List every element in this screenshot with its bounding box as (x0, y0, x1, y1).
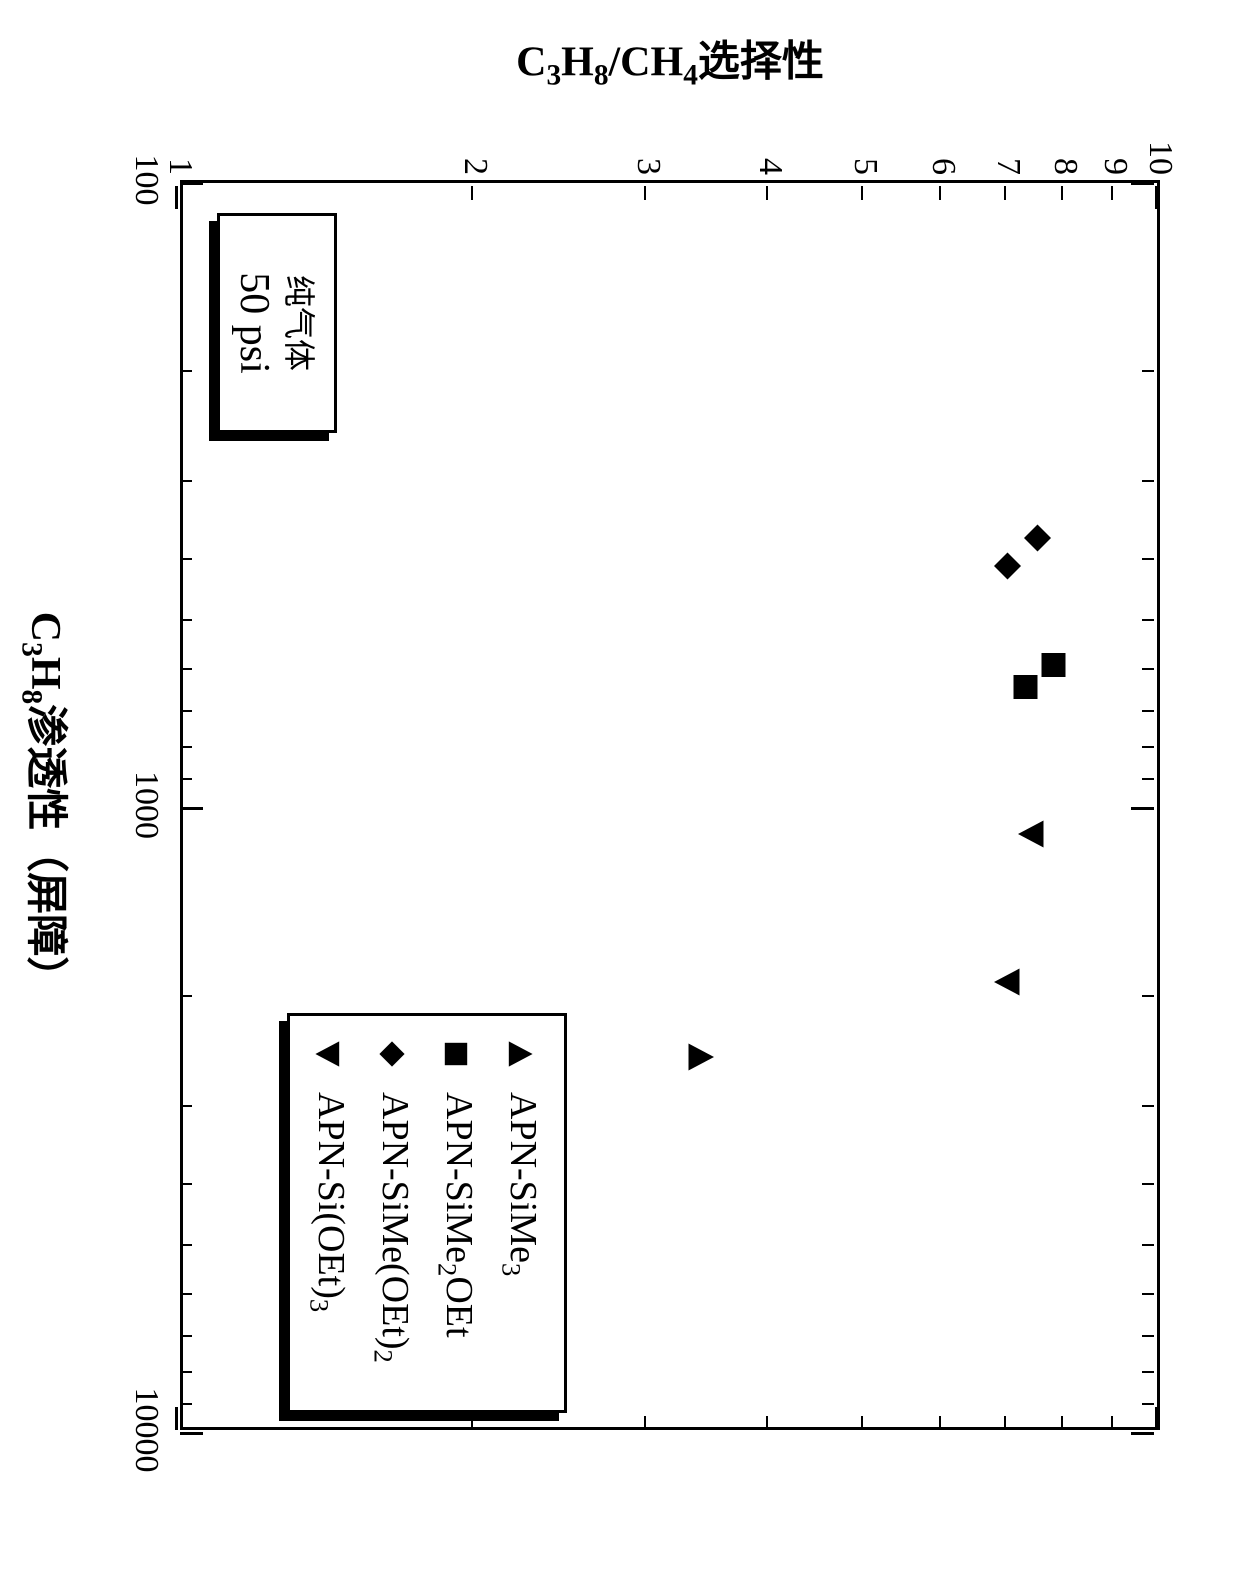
tick (180, 558, 192, 560)
plot-area: 纯气体 50 psi APN-SiMe3APN-SiMe2OEtAPN-SiMe… (180, 180, 1160, 1430)
legend-item: APN-SiMe2OEt (424, 1016, 488, 1410)
tick (1111, 186, 1113, 200)
tick (180, 1335, 192, 1337)
data-point (1017, 523, 1052, 553)
tick (1142, 370, 1154, 372)
x-tick-label: 10000 (127, 1388, 165, 1473)
legend-item: APN-SiMe3 (488, 1016, 552, 1410)
tick (180, 1432, 203, 1435)
tick (644, 1416, 646, 1430)
tick (180, 480, 192, 482)
legend-item: APN-Si(OEt)3 (296, 1016, 360, 1410)
tick (644, 186, 646, 200)
legend-marker-icon (314, 1034, 342, 1074)
data-point (1011, 819, 1046, 849)
tick (1156, 186, 1159, 209)
tick (1061, 1416, 1063, 1430)
tick (1004, 186, 1006, 200)
tick (939, 1416, 941, 1430)
tick (1142, 668, 1154, 670)
tick (180, 995, 192, 997)
y-axis-label: C3H8/CH4选择性 (516, 27, 824, 92)
rotated-canvas: C3H8/CH4选择性 C3H8渗透性（屏障） 100 1000 10000 1 2 3 4… (0, 0, 1240, 1570)
tick (1142, 480, 1154, 482)
tick (1004, 1416, 1006, 1430)
tick (180, 1105, 192, 1107)
x-axis-label: C3H8渗透性（屏障） (15, 612, 80, 998)
tick (1142, 1403, 1154, 1405)
data-point (1006, 672, 1041, 702)
tick (180, 807, 203, 810)
ylabel-suffix: 选择性 (698, 39, 824, 85)
tick (1142, 619, 1154, 621)
tick (180, 619, 192, 621)
tick (180, 1244, 192, 1246)
legend-box: APN-SiMe3 APN-SiMe2OEt APN-SiMe(OEt)2 APN-S… (287, 1013, 567, 1413)
info-line2: 50 psi (230, 216, 278, 430)
tick (176, 186, 179, 209)
tick (1142, 1371, 1154, 1373)
tick (939, 186, 941, 200)
tick (176, 1407, 179, 1430)
y-tick-label: 4 (751, 135, 789, 175)
tick (1142, 995, 1154, 997)
tick (180, 668, 192, 670)
tick (180, 370, 192, 372)
tick (180, 778, 192, 780)
tick (766, 1416, 768, 1430)
info-box: 纯气体 50 psi (217, 213, 337, 433)
tick (861, 186, 863, 200)
tick (180, 1371, 192, 1373)
legend-label: APN-SiMe(OEt)2 (367, 1092, 417, 1363)
legend-marker-icon (378, 1034, 406, 1074)
tick (1142, 1105, 1154, 1107)
tick (1111, 1416, 1113, 1430)
tick (180, 746, 192, 748)
tick (180, 182, 203, 185)
x-tick-label: 1000 (127, 771, 165, 839)
data-point (680, 1042, 715, 1072)
legend-marker-icon (442, 1034, 470, 1074)
data-point (988, 967, 1023, 997)
tick (1061, 186, 1063, 200)
tick (1131, 807, 1154, 810)
tick (1142, 746, 1154, 748)
tick (180, 1293, 192, 1295)
tick (1142, 710, 1154, 712)
tick (180, 1183, 192, 1185)
data-point (988, 551, 1023, 581)
legend-item: APN-SiMe(OEt)2 (360, 1016, 424, 1410)
legend-label: APN-SiMe3 (495, 1092, 545, 1276)
tick (1156, 1407, 1159, 1430)
legend-marker-icon (506, 1034, 534, 1074)
y-tick-label: 7 (989, 135, 1027, 175)
tick (471, 186, 473, 200)
y-tick-label: 8 (1046, 135, 1084, 175)
tick (1142, 1183, 1154, 1185)
info-line1: 纯气体 (278, 216, 324, 430)
x-tick-label: 100 (127, 155, 165, 206)
y-tick-label: 6 (924, 135, 962, 175)
y-tick-label: 3 (629, 135, 667, 175)
chart-area: 纯气体 50 psi APN-SiMe3APN-SiMe2OEtAPN-SiMe… (180, 180, 1160, 1430)
tick (180, 710, 192, 712)
xlabel-suffix: 渗透性（屏障） (22, 704, 68, 998)
tick (766, 186, 768, 200)
y-tick-label: 5 (846, 135, 884, 175)
tick (1131, 182, 1154, 185)
tick (180, 1403, 192, 1405)
y-tick-label: 2 (456, 135, 494, 175)
y-tick-label: 10 (1141, 135, 1179, 175)
legend-label: APN-SiMe2OEt (431, 1092, 481, 1338)
legend-label: APN-Si(OEt)3 (303, 1092, 353, 1312)
tick (1142, 1244, 1154, 1246)
tick (861, 1416, 863, 1430)
tick (1131, 1432, 1154, 1435)
tick (1142, 1293, 1154, 1295)
tick (1142, 1335, 1154, 1337)
tick (1142, 558, 1154, 560)
y-tick-label: 9 (1096, 135, 1134, 175)
tick (1142, 778, 1154, 780)
y-tick-label: 1 (161, 135, 199, 175)
